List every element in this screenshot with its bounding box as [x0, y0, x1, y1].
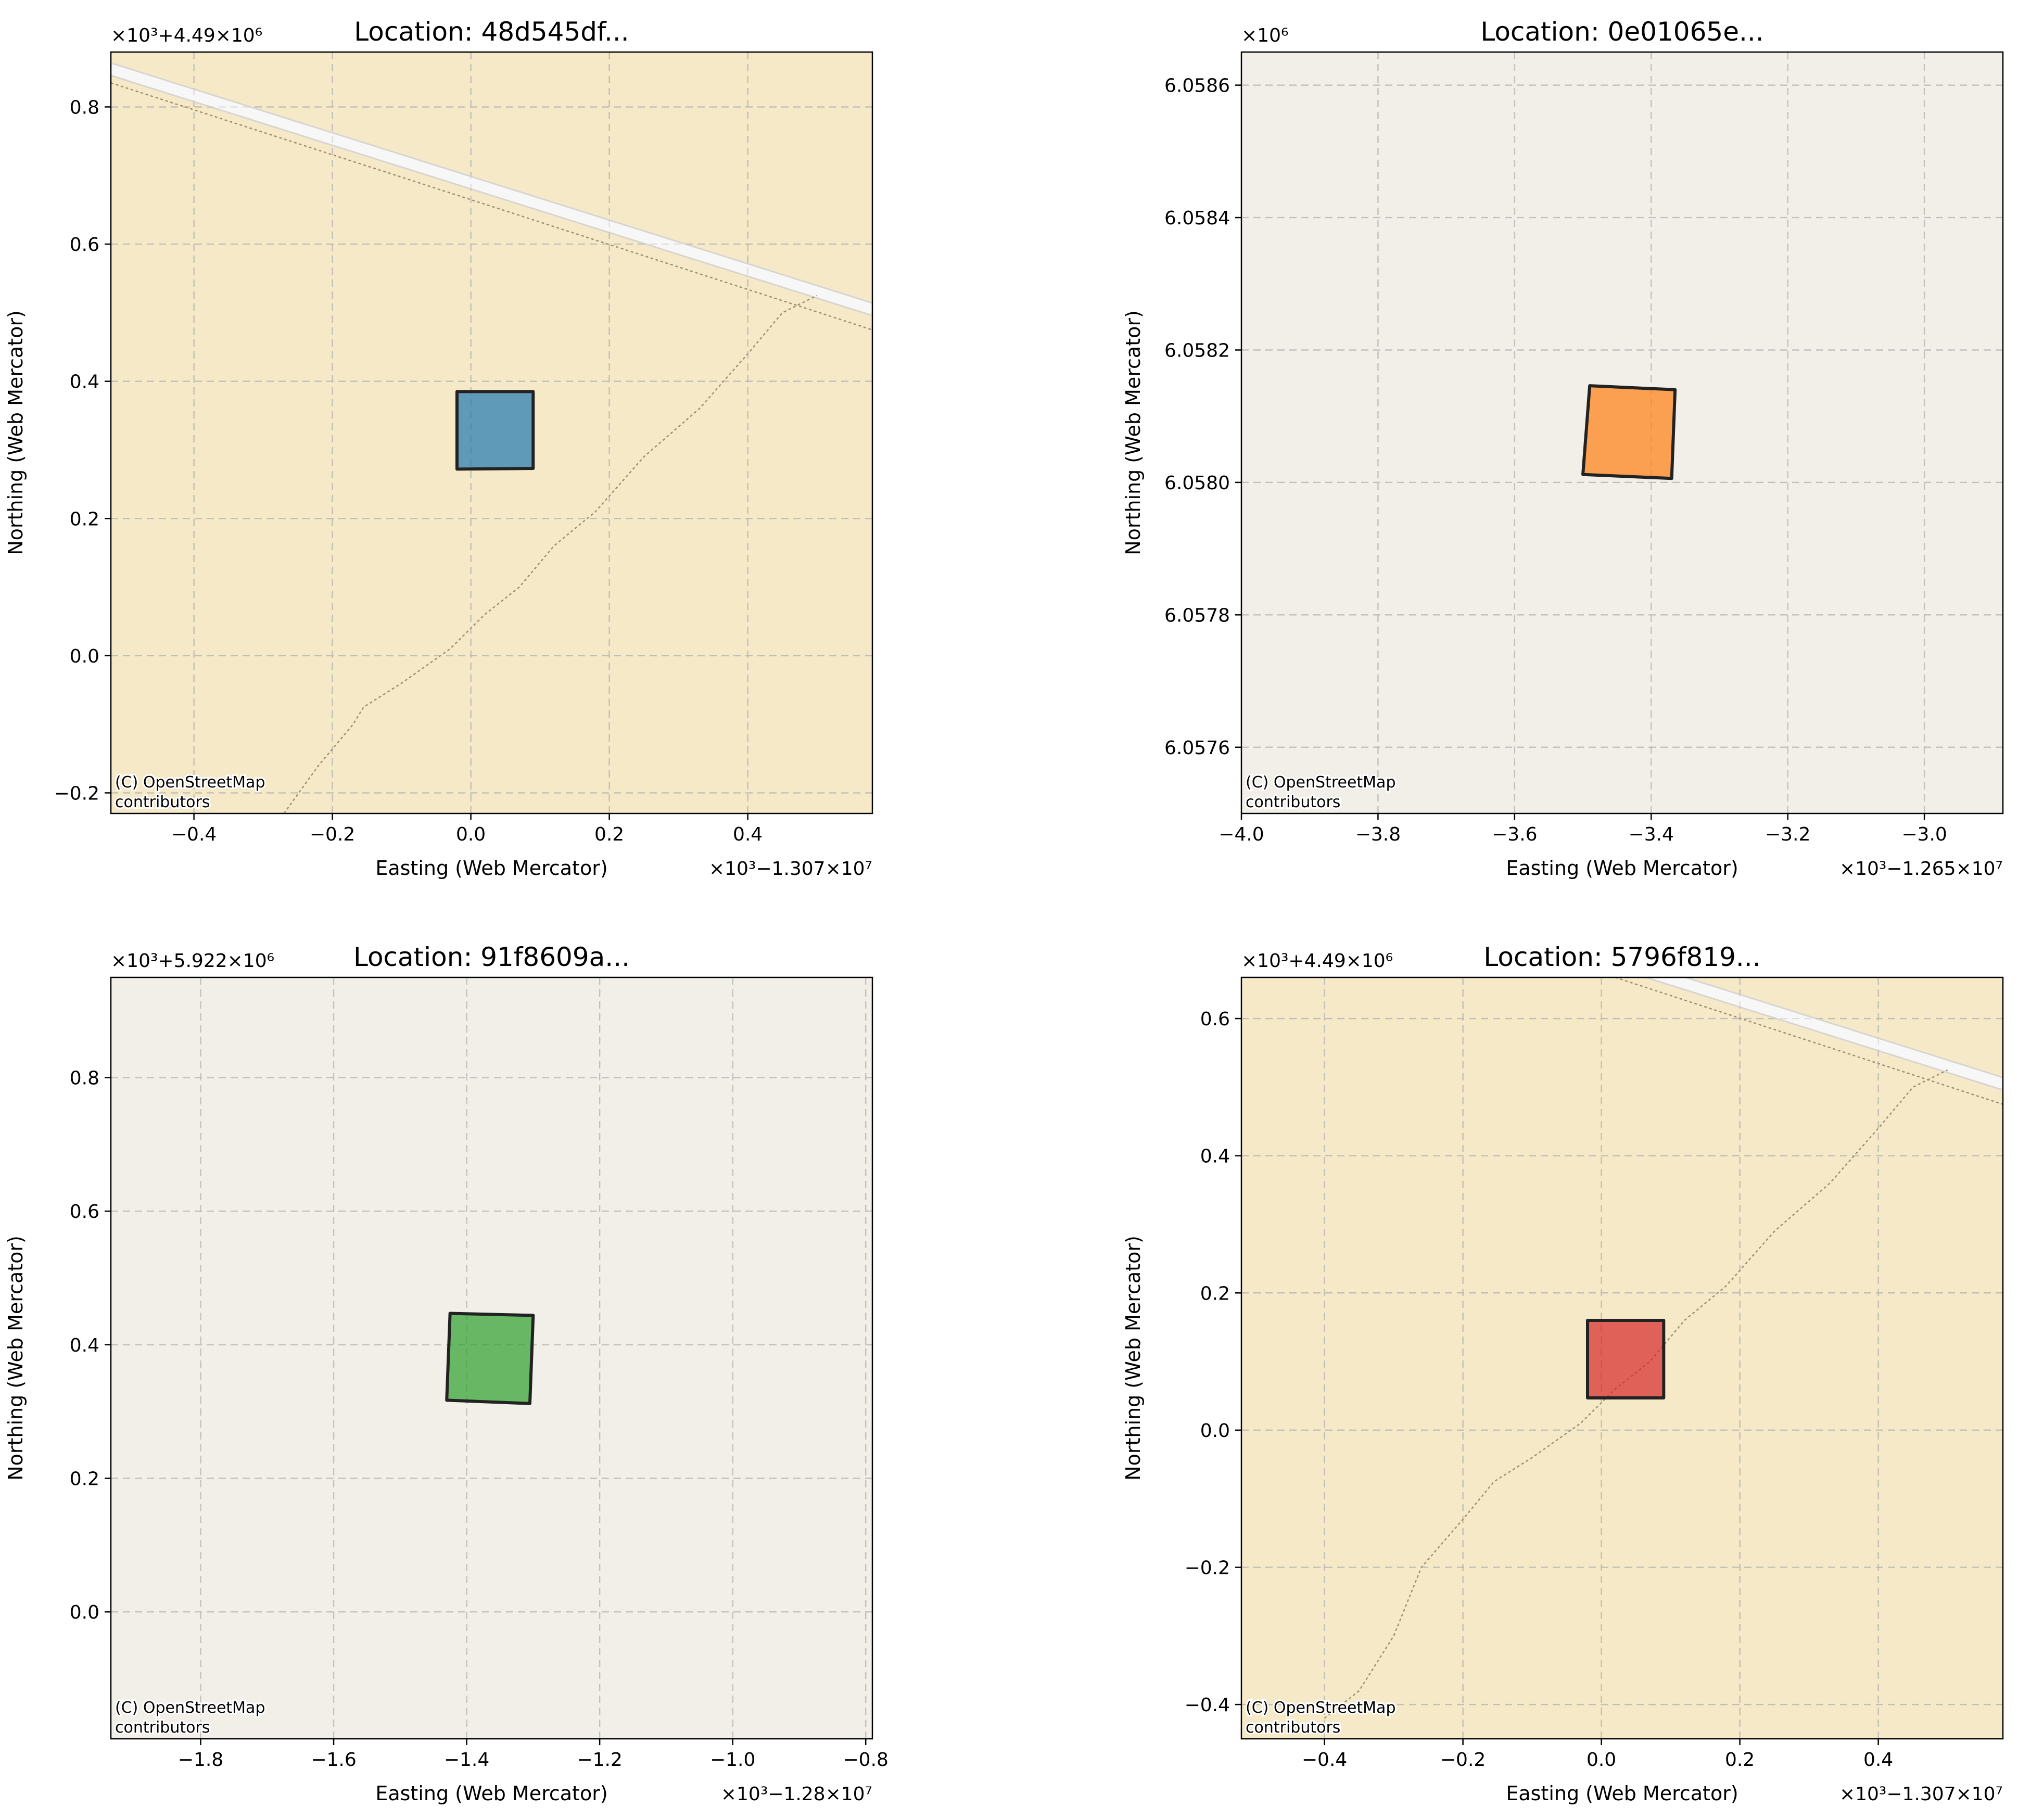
map-content — [1241, 977, 2003, 1739]
x-offset-text: ×10³−1.28×10⁷ — [721, 1784, 872, 1805]
y-tick-label: 0.6 — [70, 1201, 99, 1223]
x-tick-label: 0.0 — [456, 824, 486, 845]
x-tick-label: −0.8 — [843, 1749, 889, 1771]
site-polygon — [1581, 384, 1677, 480]
x-axis-label: Easting (Web Mercator) — [1506, 1782, 1738, 1805]
y-tick-label: 6.0586 — [1164, 75, 1230, 97]
y-tick-label: 0.2 — [1200, 1283, 1230, 1304]
axes-frame — [110, 976, 873, 1740]
x-offset-text: ×10³−1.307×10⁷ — [709, 858, 872, 880]
attribution-line-2: contributors — [115, 793, 210, 811]
footpath — [283, 295, 818, 813]
y-tick-label: 0.2 — [70, 508, 99, 530]
x-tick-label: −3.8 — [1355, 824, 1401, 845]
x-tick-label: −3.0 — [1901, 824, 1947, 845]
attribution: (C) OpenStreetMap contributors — [113, 1697, 267, 1738]
y-tick-label: 0.4 — [1200, 1146, 1230, 1167]
y-tick-label: 0.8 — [70, 1068, 99, 1089]
panel-title: Location: 91f8609a... — [353, 942, 630, 972]
y-offset-text: ×10³+4.49×10⁶ — [111, 25, 262, 46]
y-tick-label: 0.6 — [70, 234, 99, 256]
x-tick-label: 0.2 — [1725, 1749, 1755, 1771]
map-content — [111, 52, 872, 813]
y-tick-label: 0.4 — [70, 372, 99, 393]
y-axis-label: Northing (Web Mercator) — [1122, 1236, 1145, 1481]
y-tick-label: 0.6 — [1200, 1009, 1230, 1030]
attribution-line-2: contributors — [1246, 793, 1340, 811]
x-tick-label: −1.4 — [444, 1749, 489, 1771]
y-tick-label: 0.2 — [70, 1469, 99, 1490]
axes-frame — [110, 51, 873, 814]
attribution-line-1: (C) OpenStreetMap — [115, 773, 265, 792]
y-axis-label: Northing (Web Mercator) — [1122, 310, 1145, 555]
y-tick-label: −0.4 — [1185, 1695, 1230, 1716]
footpath — [1615, 977, 2003, 1105]
x-tick-label: −1.8 — [178, 1749, 223, 1771]
road — [111, 64, 872, 314]
x-tick-label: −1.6 — [311, 1749, 356, 1771]
y-axis-label: Northing (Web Mercator) — [4, 1236, 27, 1481]
y-tick-label: 0.0 — [70, 1602, 99, 1623]
map-panel-4: (C) OpenStreetMap contributors −0.4 −0.2 0.0… — [1122, 942, 2004, 1805]
y-tick-label: −0.2 — [1185, 1557, 1230, 1579]
y-offset-text: ×10⁶ — [1241, 25, 1288, 46]
y-tick-label: 6.0580 — [1164, 473, 1230, 494]
y-tick-label: 0.0 — [70, 646, 99, 667]
x-tick-label: 0.4 — [733, 824, 763, 845]
x-tick-label: −0.2 — [310, 824, 355, 845]
attribution-line-1: (C) OpenStreetMap — [1246, 773, 1396, 792]
panel-title: Location: 0e01065e... — [1480, 17, 1763, 47]
x-tick-label: −3.2 — [1765, 824, 1810, 845]
y-tick-label: 0.4 — [70, 1335, 99, 1356]
panel-title: Location: 5796f819... — [1483, 942, 1760, 972]
y-tick-label: 0.8 — [70, 97, 99, 118]
attribution-line-2: contributors — [1246, 1719, 1340, 1737]
y-tick-label: 6.0576 — [1164, 737, 1230, 759]
x-tick-label: −0.4 — [1302, 1749, 1347, 1771]
x-tick-label: −0.4 — [171, 824, 217, 845]
x-tick-label: −4.0 — [1219, 824, 1264, 845]
y-offset-text: ×10³+5.922×10⁶ — [111, 950, 274, 972]
x-tick-label: 0.2 — [594, 824, 624, 845]
road — [1648, 977, 2003, 1089]
axes-frame — [1240, 51, 2004, 814]
panel-title: Location: 48d545df... — [354, 17, 629, 47]
y-tick-label: −0.2 — [54, 783, 99, 804]
y-tick-label: 6.0578 — [1164, 605, 1230, 626]
map-content — [111, 977, 872, 1739]
y-axis-label: Northing (Web Mercator) — [4, 310, 27, 555]
y-tick-label: 0.0 — [1200, 1420, 1230, 1442]
x-tick-label: 0.0 — [1587, 1749, 1616, 1771]
y-tick-label: 6.0582 — [1164, 340, 1230, 361]
map-content — [1241, 52, 2003, 813]
x-axis-label: Easting (Web Mercator) — [1506, 857, 1738, 880]
site-polygon — [445, 1312, 535, 1405]
x-tick-label: −0.2 — [1440, 1749, 1486, 1771]
x-axis-label: Easting (Web Mercator) — [375, 857, 607, 880]
attribution: (C) OpenStreetMap contributors — [1244, 1697, 1398, 1738]
x-tick-label: 0.4 — [1863, 1749, 1893, 1771]
x-tick-label: −1.0 — [710, 1749, 755, 1771]
attribution-line-1: (C) OpenStreetMap — [115, 1699, 265, 1717]
x-offset-text: ×10³−1.265×10⁷ — [1839, 858, 2003, 880]
y-tick-label: 6.0584 — [1164, 208, 1230, 229]
x-tick-label: −3.4 — [1629, 824, 1674, 845]
x-tick-label: −1.2 — [577, 1749, 622, 1771]
y-offset-text: ×10³+4.49×10⁶ — [1241, 950, 1393, 972]
attribution-line-1: (C) OpenStreetMap — [1246, 1699, 1396, 1717]
axes-frame — [1240, 976, 2004, 1740]
map-panel-3: (C) OpenStreetMap contributors −1.8 −1.6 −1.… — [4, 942, 889, 1805]
site-polygon — [1586, 1319, 1666, 1399]
x-offset-text: ×10³−1.307×10⁷ — [1839, 1784, 2003, 1805]
attribution-line-2: contributors — [115, 1719, 210, 1737]
footpath — [111, 82, 872, 330]
x-tick-label: −3.6 — [1492, 824, 1537, 845]
x-axis-label: Easting (Web Mercator) — [375, 1782, 607, 1805]
site-polygon — [455, 390, 535, 471]
